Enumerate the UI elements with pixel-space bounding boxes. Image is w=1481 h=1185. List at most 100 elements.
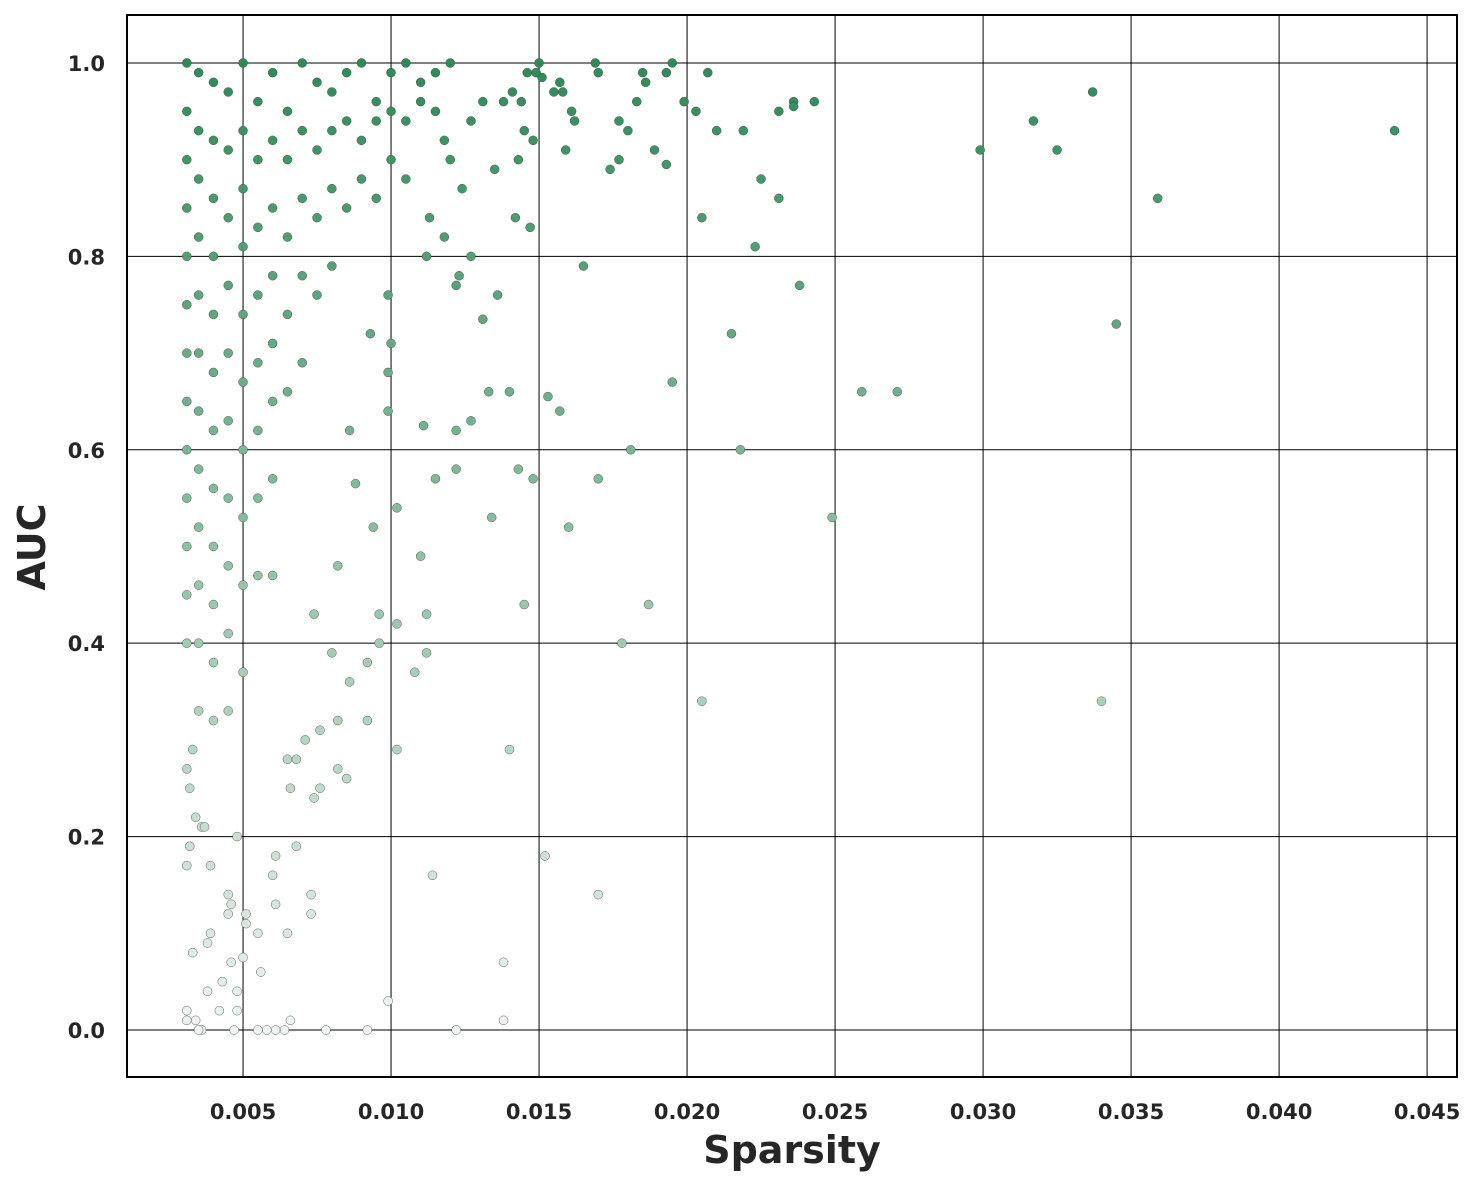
point — [223, 348, 233, 358]
point — [193, 522, 204, 532]
point — [267, 396, 278, 407]
point — [756, 174, 766, 184]
point — [451, 280, 461, 291]
x-tick-label: 0.030 — [950, 1100, 1016, 1124]
point — [738, 125, 749, 136]
point — [543, 391, 553, 402]
point — [643, 599, 654, 610]
point — [267, 570, 278, 581]
point — [341, 773, 352, 784]
point — [193, 580, 204, 590]
point — [256, 967, 266, 977]
point — [516, 96, 526, 107]
point — [504, 744, 515, 755]
point — [253, 96, 263, 107]
point — [788, 101, 799, 112]
plot-frame — [126, 14, 1458, 1078]
point — [356, 174, 367, 184]
point — [617, 638, 627, 648]
x-tick-label: 0.045 — [1394, 1100, 1460, 1124]
point — [238, 242, 248, 252]
point — [333, 715, 343, 726]
y-tick-label: 0.4 — [68, 632, 105, 656]
point — [208, 483, 219, 494]
point — [232, 986, 242, 997]
point — [489, 164, 500, 175]
point — [667, 58, 677, 68]
point — [182, 860, 192, 871]
point — [223, 212, 233, 223]
point — [223, 889, 233, 900]
point — [1111, 319, 1121, 329]
point — [327, 125, 337, 136]
point — [223, 87, 233, 97]
point — [365, 329, 376, 339]
point — [333, 561, 343, 571]
point — [362, 715, 373, 726]
y-tick-label: 0.8 — [68, 245, 105, 269]
point — [892, 387, 902, 397]
point — [649, 145, 660, 155]
point — [193, 174, 204, 184]
point — [392, 619, 402, 629]
point — [605, 164, 615, 175]
point — [421, 609, 432, 619]
point — [297, 58, 307, 68]
point — [182, 1005, 192, 1016]
point — [285, 783, 296, 793]
point — [270, 1025, 281, 1035]
grid — [127, 15, 1457, 1077]
point — [445, 58, 455, 68]
point — [223, 145, 233, 155]
point — [344, 425, 355, 436]
x-tick-label: 0.020 — [654, 1100, 720, 1124]
point — [341, 203, 352, 213]
point — [193, 1025, 204, 1035]
point — [374, 609, 384, 619]
point — [223, 561, 233, 571]
point — [454, 271, 464, 281]
point — [297, 358, 307, 368]
point — [202, 938, 213, 948]
point — [208, 251, 219, 262]
point — [1389, 125, 1400, 136]
point — [510, 212, 521, 223]
x-axis-title: Sparsity — [703, 1128, 881, 1172]
point — [193, 232, 204, 242]
point — [371, 193, 381, 204]
point — [190, 812, 201, 822]
point — [451, 464, 461, 474]
point — [182, 1015, 192, 1026]
point — [291, 754, 302, 764]
point — [371, 116, 381, 126]
point — [640, 77, 651, 88]
point — [182, 251, 192, 262]
point — [534, 58, 544, 68]
point — [327, 183, 337, 194]
point — [410, 667, 420, 677]
point — [208, 135, 219, 146]
point — [383, 367, 393, 378]
x-tick-label: 0.025 — [802, 1100, 868, 1124]
point — [386, 67, 396, 78]
point — [356, 135, 367, 146]
point — [226, 899, 236, 909]
point — [182, 590, 192, 600]
point — [312, 290, 322, 300]
point — [193, 638, 204, 648]
point — [208, 367, 219, 378]
point — [486, 512, 497, 523]
point — [333, 764, 343, 774]
point — [312, 77, 322, 88]
point — [519, 125, 529, 136]
point — [241, 909, 251, 919]
point — [223, 280, 233, 291]
point — [427, 870, 438, 880]
point — [253, 154, 263, 165]
point — [199, 822, 210, 832]
point — [451, 1025, 461, 1035]
point — [593, 889, 603, 900]
point — [667, 377, 677, 387]
point — [291, 841, 302, 851]
